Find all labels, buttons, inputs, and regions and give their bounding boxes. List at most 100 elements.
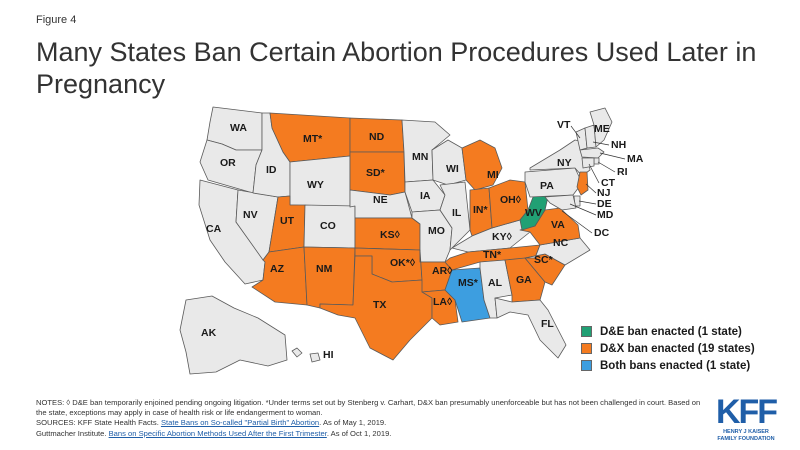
legend-item-de-ban: D&E ban enacted (1 state) bbox=[581, 323, 755, 340]
legend-label: D&X ban enacted (19 states) bbox=[600, 342, 755, 355]
label-ak: AK bbox=[201, 327, 217, 339]
label-de: DE bbox=[597, 198, 612, 210]
label-id: ID bbox=[266, 164, 277, 176]
legend-swatch bbox=[581, 360, 592, 371]
label-tn: TN* bbox=[483, 249, 502, 261]
label-va: VA bbox=[551, 219, 565, 231]
label-nv: NV bbox=[243, 209, 258, 221]
state-il bbox=[439, 181, 471, 251]
legend-swatch bbox=[581, 343, 592, 354]
label-in: IN* bbox=[473, 204, 489, 216]
label-al: AL bbox=[488, 277, 503, 289]
leader-vt bbox=[570, 125, 581, 139]
state-tx bbox=[319, 255, 433, 361]
label-wa: WA bbox=[230, 122, 247, 134]
label-wv: WV bbox=[525, 207, 542, 219]
sources-prefix-2: Guttmacher Institute. bbox=[36, 428, 107, 438]
legend-item-dx-ban: D&X ban enacted (19 states) bbox=[581, 340, 755, 357]
leader-ct bbox=[588, 163, 600, 184]
label-md: MD bbox=[597, 209, 614, 221]
label-ar: AR◊ bbox=[432, 265, 453, 277]
state-fl bbox=[494, 297, 567, 359]
label-me: ME bbox=[594, 123, 610, 135]
label-tx: TX bbox=[373, 299, 386, 311]
logo-line-1: HENRY J KAISER bbox=[723, 429, 769, 435]
state-mi bbox=[461, 139, 503, 191]
label-ks: KS◊ bbox=[380, 229, 401, 241]
label-sd: SD* bbox=[366, 167, 386, 179]
label-mt: MT* bbox=[303, 133, 323, 145]
label-ma: MA bbox=[627, 153, 644, 165]
figure-label: Figure 4 bbox=[36, 14, 77, 26]
label-dc: DC bbox=[594, 227, 610, 239]
label-ga: GA bbox=[516, 274, 532, 286]
legend: D&E ban enacted (1 state) D&X ban enacte… bbox=[581, 323, 755, 374]
leader-nj bbox=[585, 183, 597, 194]
label-wy: WY bbox=[307, 179, 324, 191]
label-mn: MN bbox=[412, 151, 428, 163]
label-nm: NM bbox=[316, 263, 333, 275]
sources-line-2: Guttmacher Institute. Bans on Specific A… bbox=[36, 429, 704, 439]
legend-swatch bbox=[581, 326, 592, 337]
label-ms: MS* bbox=[458, 277, 479, 289]
leader-de bbox=[578, 200, 597, 205]
state-md bbox=[544, 194, 577, 211]
state-ny bbox=[529, 139, 591, 177]
page-title: Many States Ban Certain Abortion Procedu… bbox=[36, 37, 757, 99]
label-mi: MI bbox=[487, 169, 499, 181]
state-hi-island bbox=[309, 352, 321, 363]
label-ca: CA bbox=[206, 223, 222, 235]
label-ky: KY◊ bbox=[492, 231, 513, 243]
label-hi: HI bbox=[323, 349, 334, 361]
logo-line-2: FAMILY FOUNDATION bbox=[717, 435, 775, 442]
leader-ri bbox=[597, 161, 616, 173]
state-ri bbox=[593, 157, 600, 165]
source-link-kff[interactable]: State Bans on So-called "Partial Birth" … bbox=[160, 418, 320, 428]
state-hi bbox=[291, 347, 303, 358]
label-nj: NJ bbox=[597, 187, 611, 199]
label-ut: UT bbox=[280, 215, 295, 227]
state-ma bbox=[579, 147, 605, 159]
sources-prefix: SOURCES: KFF State Health Facts. bbox=[36, 418, 159, 428]
label-ia: IA bbox=[420, 190, 431, 202]
label-ny: NY bbox=[557, 157, 572, 169]
label-ne: NE bbox=[373, 194, 388, 206]
state-wv bbox=[519, 191, 549, 231]
label-ok: OK*◊ bbox=[390, 257, 416, 269]
sources-line-1: SOURCES: KFF State Health Facts. State B… bbox=[36, 418, 704, 428]
label-nc: NC bbox=[553, 237, 569, 249]
label-nh: NH bbox=[611, 139, 626, 151]
state-ct bbox=[581, 157, 595, 169]
label-il: IL bbox=[452, 207, 462, 219]
label-or: OR bbox=[220, 157, 236, 169]
sources-suffix: . As of May 1, 2019. bbox=[319, 418, 387, 428]
label-nd: ND bbox=[369, 131, 385, 143]
legend-label: D&E ban enacted (1 state) bbox=[600, 325, 742, 338]
label-fl: FL bbox=[541, 318, 554, 330]
label-mo: MO bbox=[428, 225, 445, 237]
label-ri: RI bbox=[617, 166, 628, 178]
label-co: CO bbox=[320, 220, 336, 232]
state-nm bbox=[303, 246, 356, 309]
state-ak bbox=[179, 295, 288, 375]
label-la: LA◊ bbox=[433, 296, 453, 308]
label-vt: VT bbox=[557, 119, 571, 131]
leader-ma bbox=[599, 152, 626, 160]
leader-nh bbox=[592, 141, 610, 146]
state-me bbox=[589, 107, 613, 148]
label-oh: OH◊ bbox=[500, 194, 522, 206]
notes-text: NOTES: ◊ D&E ban temporarily enjoined pe… bbox=[36, 398, 701, 418]
footnotes: NOTES: ◊ D&E ban temporarily enjoined pe… bbox=[36, 398, 704, 439]
leader-dc bbox=[561, 210, 593, 234]
source-link-guttmacher[interactable]: Bans on Specific Abortion Methods Used A… bbox=[108, 428, 327, 438]
label-az: AZ bbox=[270, 263, 285, 275]
legend-label: Both bans enacted (1 state) bbox=[600, 359, 751, 372]
kff-logo: KFF HENRY J KAISER FAMILY FOUNDATION bbox=[711, 395, 781, 442]
label-sc: SC* bbox=[534, 254, 554, 266]
logo-mark: KFF bbox=[715, 393, 778, 431]
leader-md bbox=[569, 203, 597, 216]
sources-suffix-2: . As of Oct 1, 2019. bbox=[326, 428, 392, 438]
label-ct: CT bbox=[601, 177, 616, 189]
legend-item-both: Both bans enacted (1 state) bbox=[581, 357, 755, 374]
